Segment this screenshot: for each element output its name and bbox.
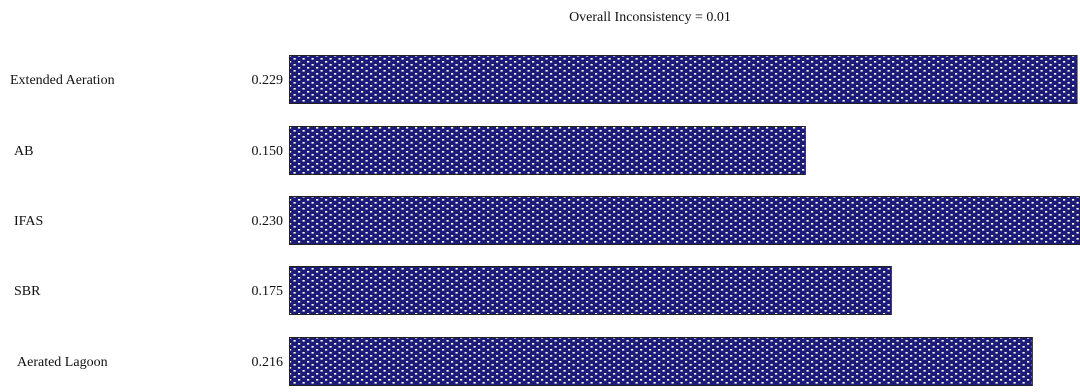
category-label: Extended Aeration [10, 73, 115, 88]
chart-title: Overall Inconsistency = 0.01 [569, 10, 731, 25]
bars-layer: Extended Aeration 0.229 AB 0.150 IFAS 0.230 SB… [10, 55, 1080, 386]
category-label: IFAS [14, 214, 43, 229]
bar [289, 196, 1080, 245]
value-label: 0.216 [252, 355, 284, 370]
category-label: SBR [14, 284, 41, 299]
bar [289, 126, 806, 175]
value-label: 0.175 [252, 284, 284, 299]
bar [289, 266, 892, 315]
bar [289, 337, 1033, 386]
category-label: AB [14, 144, 33, 159]
value-label: 0.229 [252, 73, 284, 88]
value-label: 0.150 [252, 144, 284, 159]
category-label: Aerated Lagoon [17, 355, 108, 370]
bar [289, 55, 1078, 104]
value-label: 0.230 [252, 214, 284, 229]
